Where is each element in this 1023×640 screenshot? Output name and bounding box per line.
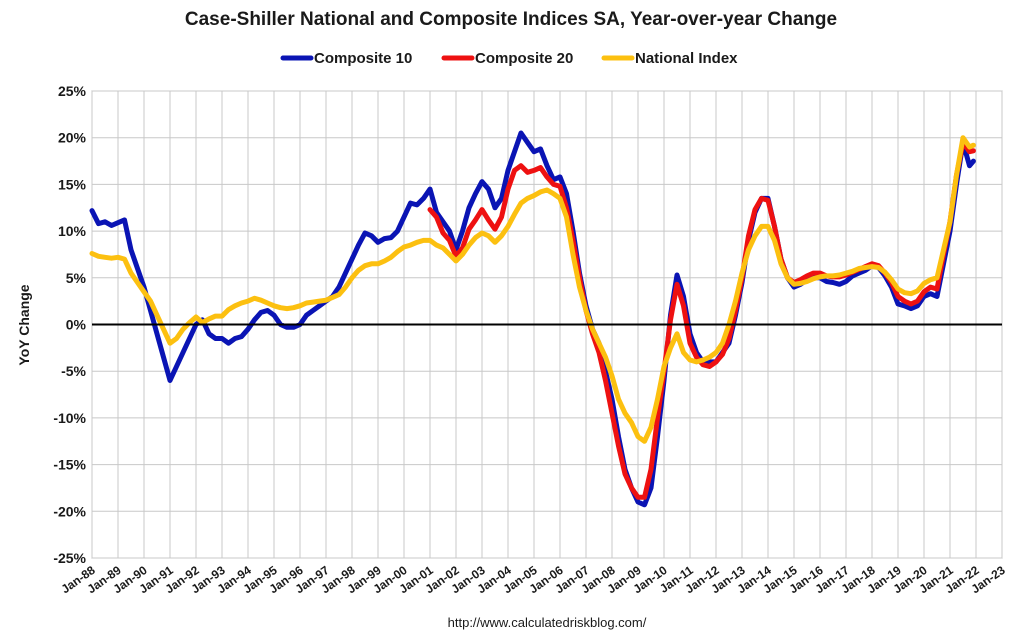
y-tick-label: 10% (58, 223, 87, 239)
legend-label: Composite 10 (314, 50, 412, 67)
legend-label: National Index (635, 50, 738, 67)
series-line-composite-10 (89, 130, 976, 508)
legend-item-composite-20: Composite 20 (441, 50, 573, 67)
legend-label: Composite 20 (475, 50, 573, 67)
y-tick-label: 20% (58, 130, 87, 146)
y-tick-label: 25% (58, 83, 87, 99)
y-axis-label: YoY Change (16, 284, 32, 365)
legend-item-national-index: National Index (601, 50, 738, 67)
y-tick-label: 15% (58, 176, 87, 192)
y-tick-label: 0% (66, 317, 87, 333)
legend-item-composite-10: Composite 10 (280, 50, 412, 67)
source-url: http://www.calculatedriskblog.com/ (448, 615, 647, 630)
series-layer (89, 130, 976, 508)
y-tick-label: -10% (53, 410, 86, 426)
y-tick-label: -15% (53, 457, 86, 473)
series-line-national-index (89, 135, 976, 444)
legend: Composite 10 Composite 20 National Index (280, 50, 738, 67)
chart-title: Case-Shiller National and Composite Indi… (185, 9, 837, 30)
y-tick-label: -20% (53, 503, 86, 519)
y-tick-label: 5% (66, 270, 87, 286)
y-tick-label: -5% (61, 363, 86, 379)
y-tick-label: -25% (53, 550, 86, 566)
